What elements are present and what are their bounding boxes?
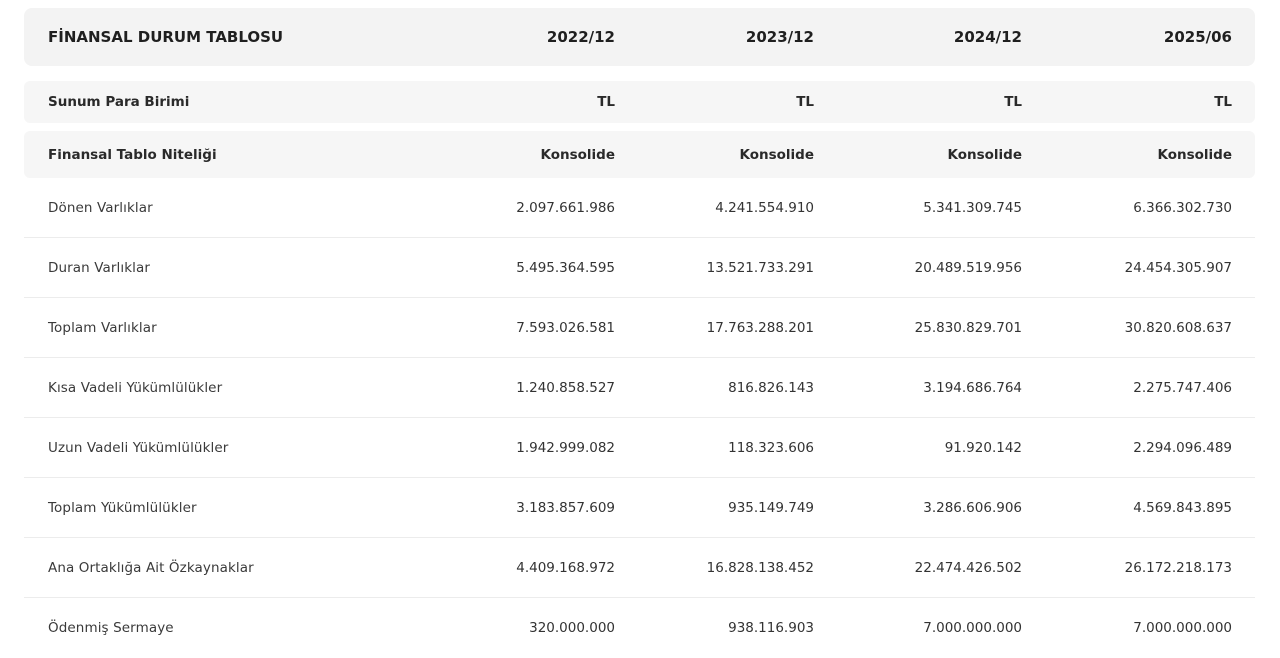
row-label: Toplam Varlıklar: [48, 319, 157, 336]
row-value: 320.000.000: [529, 620, 615, 636]
row-value: TL: [1214, 94, 1232, 110]
row-value: 17.763.288.201: [706, 319, 814, 336]
row-label: Finansal Tablo Niteliği: [48, 146, 217, 163]
row-label: Uzun Vadeli Yükümlülükler: [48, 439, 229, 456]
row-value: 7.000.000.000: [923, 620, 1022, 636]
row-value: 2.294.096.489: [1133, 439, 1232, 456]
period-header: 2023/12: [745, 28, 814, 46]
row-value: 91.920.142: [944, 439, 1022, 456]
financial-statement-table: FİNANSAL DURUM TABLOSU 2022/12 2023/12 2…: [24, 8, 1255, 658]
row-value: 24.454.305.907: [1124, 259, 1232, 276]
row-value: 2.275.747.406: [1133, 379, 1232, 396]
row-value: 118.323.606: [728, 439, 814, 456]
row-label: Kısa Vadeli Yükümlülükler: [48, 379, 223, 396]
table-row: Kısa Vadeli Yükümlülükler 1.240.858.527 …: [24, 358, 1255, 418]
row-label: Toplam Yükümlülükler: [48, 499, 197, 516]
row-value: 2.097.661.986: [516, 199, 615, 216]
row-value: 5.495.364.595: [516, 259, 615, 276]
table-row: Uzun Vadeli Yükümlülükler 1.942.999.082 …: [24, 418, 1255, 478]
row-value: 938.116.903: [728, 620, 814, 636]
row-label: Duran Varlıklar: [48, 259, 151, 276]
row-value: 13.521.733.291: [706, 259, 814, 276]
row-value: 1.942.999.082: [516, 439, 615, 456]
row-value: 4.569.843.895: [1133, 499, 1232, 516]
row-value: 4.409.168.972: [516, 559, 615, 576]
row-label: Ödenmiş Sermaye: [48, 620, 174, 636]
row-value: 816.826.143: [728, 379, 814, 396]
row-value: TL: [1004, 94, 1022, 110]
table-title: FİNANSAL DURUM TABLOSU: [48, 28, 284, 46]
period-header: 2022/12: [546, 28, 615, 46]
table-row: Toplam Varlıklar 7.593.026.581 17.763.28…: [24, 298, 1255, 358]
row-value: 7.593.026.581: [516, 319, 615, 336]
period-header: 2025/06: [1163, 28, 1232, 46]
row-value: 6.366.302.730: [1133, 199, 1232, 216]
row-value: 5.341.309.745: [923, 199, 1022, 216]
statement-nature-row: Finansal Tablo Niteliği Konsolide Konsol…: [24, 131, 1255, 178]
period-header: 2024/12: [953, 28, 1022, 46]
table-row: Ana Ortaklığa Ait Özkaynaklar 4.409.168.…: [24, 538, 1255, 598]
table-row: Duran Varlıklar 5.495.364.595 13.521.733…: [24, 238, 1255, 298]
row-value: Konsolide: [540, 146, 616, 163]
row-value: 20.489.519.956: [914, 259, 1022, 276]
currency-row: Sunum Para Birimi TL TL TL TL: [24, 81, 1255, 123]
row-value: 16.828.138.452: [706, 559, 814, 576]
table-row: Ödenmiş Sermaye 320.000.000 938.116.903 …: [24, 598, 1255, 658]
row-value: 3.194.686.764: [923, 379, 1022, 396]
row-label: Ana Ortaklığa Ait Özkaynaklar: [48, 559, 254, 576]
row-value: Konsolide: [739, 146, 815, 163]
row-value: Konsolide: [947, 146, 1023, 163]
row-value: Konsolide: [1157, 146, 1233, 163]
row-value: 1.240.858.527: [516, 379, 615, 396]
row-value: 935.149.749: [728, 499, 814, 516]
row-value: 26.172.218.173: [1124, 559, 1232, 576]
table-row: Toplam Yükümlülükler 3.183.857.609 935.1…: [24, 478, 1255, 538]
table-header: FİNANSAL DURUM TABLOSU 2022/12 2023/12 2…: [24, 8, 1255, 66]
row-value: 4.241.554.910: [715, 199, 814, 216]
row-value: 22.474.426.502: [914, 559, 1022, 576]
row-value: 3.183.857.609: [516, 499, 615, 516]
row-label: Dönen Varlıklar: [48, 199, 153, 216]
row-value: TL: [597, 94, 615, 110]
row-value: 30.820.608.637: [1124, 319, 1232, 336]
row-value: 25.830.829.701: [914, 319, 1022, 336]
row-value: TL: [796, 94, 814, 110]
row-value: 3.286.606.906: [923, 499, 1022, 516]
table-row: Dönen Varlıklar 2.097.661.986 4.241.554.…: [24, 178, 1255, 238]
row-value: 7.000.000.000: [1133, 620, 1232, 636]
row-label: Sunum Para Birimi: [48, 94, 190, 110]
